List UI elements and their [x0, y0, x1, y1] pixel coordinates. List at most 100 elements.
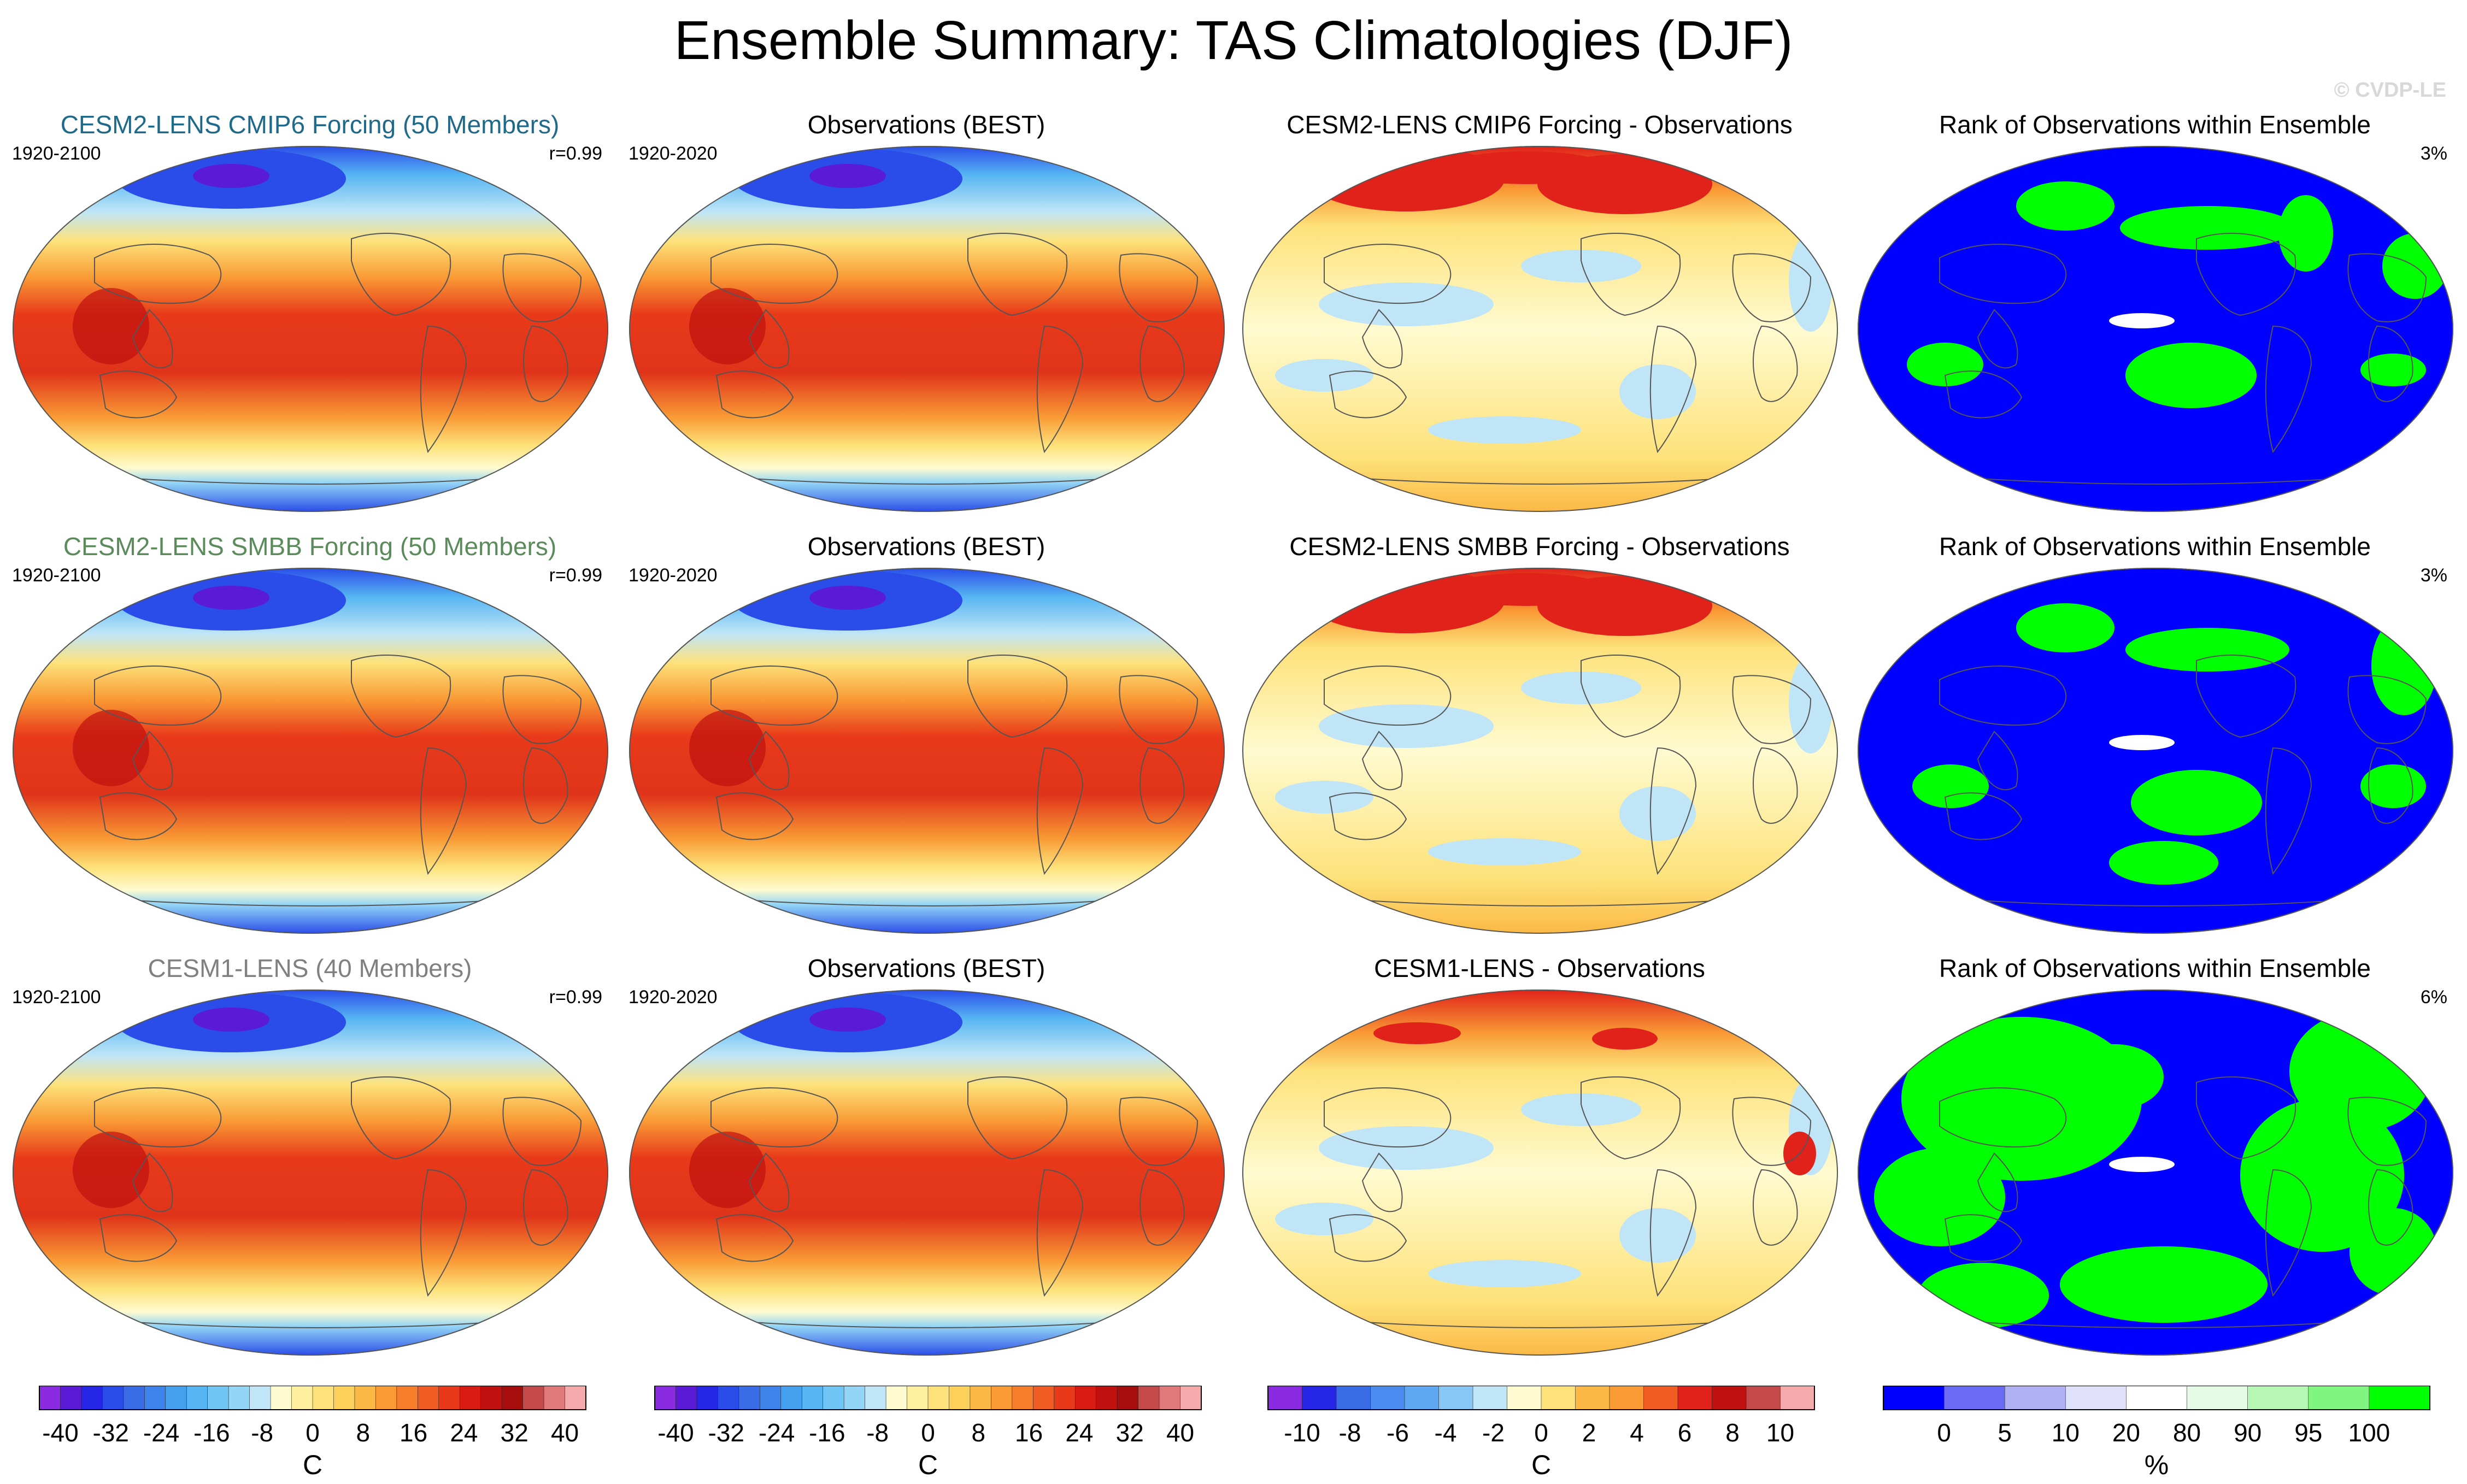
world-map: [1858, 568, 2453, 934]
land-outline-icon: [1977, 731, 2018, 791]
land-outline-icon: [1732, 675, 1812, 744]
colorbar-swatch: [1746, 1386, 1781, 1410]
colorbar-tick-label: 16: [400, 1418, 427, 1447]
colorbar-swatch: [1138, 1386, 1160, 1410]
colorbar-4: 0 5 10 20 80 90 95 100%: [1883, 1386, 2430, 1480]
colorbar-1: -40 -32 -24 -16 -8 0 8 16 24 32 40 C: [39, 1386, 586, 1480]
colorbar-swatch: [522, 1386, 544, 1410]
panel-rank-percent: 3%: [2420, 143, 2447, 164]
rank-high-region: [2289, 1011, 2431, 1132]
colorbar-swatch: [291, 1386, 313, 1410]
colorbar-tick-label: 95: [2294, 1418, 2322, 1447]
land-outline-icon: [1329, 1214, 1407, 1262]
map-border: [629, 990, 1225, 1356]
colorbar-swatch: [2004, 1386, 2066, 1410]
land-outline-icon: [2368, 325, 2413, 402]
world-map: [1242, 990, 1838, 1356]
panel-title: CESM1-LENS (40 Members): [148, 954, 472, 982]
colorbar-swatch: [676, 1386, 697, 1410]
panel-correlation: r=0.99: [549, 987, 602, 1008]
world-map: [1242, 146, 1838, 512]
tas-hot-region: [689, 288, 766, 364]
colorbar-swatch: [991, 1386, 1013, 1410]
colorbar-swatch: [1054, 1386, 1076, 1410]
land-outline-icon: [1753, 1169, 1798, 1246]
colorbar-tick-label: 32: [501, 1418, 528, 1447]
land-outline-icon: [523, 325, 568, 402]
rank-mid-region: [2109, 313, 2175, 328]
colorbar-tick-label: 6: [1678, 1418, 1692, 1447]
colorbar-swatch: [1883, 1386, 1945, 1410]
colorbar-swatch: [2247, 1386, 2309, 1410]
colorbar-3: -10 -8 -6 -4 -2 0 2 4 6 8 10 C: [1267, 1386, 1815, 1480]
colorbar-swatch: [1302, 1386, 1337, 1410]
colorbar-swatch: [102, 1386, 124, 1410]
land-outline-icon: [351, 233, 451, 316]
tas-hot-region: [73, 710, 149, 786]
colorbar-tick-label: -40: [657, 1418, 694, 1447]
colorbar-swatch: [654, 1386, 677, 1410]
colorbar-swatch: [2308, 1386, 2370, 1410]
panel-row1-diff: CESM2-LENS CMIP6 Forcing - Observations: [1236, 109, 1843, 530]
land-outline-icon: [967, 1076, 1068, 1160]
panel-rank-percent: 6%: [2420, 987, 2447, 1008]
land-outline-icon: [748, 1152, 790, 1212]
colorbar-tick-label: -8: [1339, 1418, 1361, 1447]
rank-high-region: [2360, 764, 2426, 808]
colorbar-swatch: [1609, 1386, 1644, 1410]
rank-high-region: [2240, 1099, 2404, 1252]
colorbar-swatch: [312, 1386, 334, 1410]
colorbar-swatch: [1472, 1386, 1508, 1410]
colorbar-swatch: [2187, 1386, 2248, 1410]
land-outline-icon: [94, 1087, 222, 1148]
colorbar-tick-label: 32: [1116, 1418, 1144, 1447]
land-outline-icon: [1649, 1169, 1697, 1297]
map-border: [1242, 146, 1838, 512]
land-outline-icon: [99, 792, 178, 840]
world-map: [1242, 568, 1838, 934]
land-outline-icon: [2265, 1169, 2312, 1297]
panel-period: 1920-2020: [629, 143, 718, 164]
land-outline-icon: [1939, 666, 2067, 726]
land-outline-icon: [1139, 1169, 1185, 1246]
colorbar-swatch: [418, 1386, 439, 1410]
colorbar-swatch: [270, 1386, 292, 1410]
diff-negative-region: [1521, 1093, 1641, 1126]
colorbar-tick-label: 8: [972, 1418, 986, 1447]
colorbar-tick-label: 2: [1582, 1418, 1596, 1447]
panel-period: 1920-2100: [12, 565, 101, 586]
land-outline-icon: [967, 233, 1068, 316]
panel-title: Rank of Observations within Ensemble: [1939, 954, 2371, 982]
panel-row2-rank: Rank of Observations within Ensemble 3%: [1852, 531, 2458, 952]
colorbar-frame: [654, 1386, 1202, 1410]
colorbar-swatch: [396, 1386, 419, 1410]
world-map: [1858, 146, 2453, 512]
panel-row2-diff: CESM2-LENS SMBB Forcing - Observations: [1236, 531, 1843, 952]
colorbar-tick-label: -40: [42, 1418, 78, 1447]
colorbar-swatch: [354, 1386, 377, 1410]
panel-correlation: r=0.99: [549, 143, 602, 164]
rank-high-region: [1918, 1263, 2049, 1328]
colorbar-frame: [1883, 1386, 2430, 1410]
panel-title: Observations (BEST): [807, 110, 1045, 139]
land-outline-icon: [2368, 1169, 2413, 1246]
panel-period: 1920-2020: [629, 565, 718, 586]
rank-background: [1858, 146, 2453, 512]
colorbar-tick-label: -32: [708, 1418, 744, 1447]
map-border: [1858, 568, 2453, 934]
colorbar-swatch: [333, 1386, 355, 1410]
map-border: [629, 146, 1225, 512]
colorbar-tick-label: 24: [450, 1418, 478, 1447]
land-outline-icon: [1649, 747, 1697, 875]
diff-negative-region: [1319, 1126, 1494, 1170]
world-map: [629, 146, 1225, 512]
land-outline-icon: [2347, 675, 2427, 744]
colorbar-tick-label: -8: [866, 1418, 889, 1447]
diff-negative-region: [1275, 781, 1373, 814]
colorbar-tick-label: -16: [809, 1418, 845, 1447]
panel-title: CESM2-LENS SMBB Forcing - Observations: [1289, 532, 1790, 561]
land-outline-icon: [2265, 747, 2312, 875]
colorbar-tick-label: 20: [2112, 1418, 2140, 1447]
land-outline-icon: [1119, 1097, 1199, 1166]
land-outline-icon: [1361, 1152, 1403, 1212]
